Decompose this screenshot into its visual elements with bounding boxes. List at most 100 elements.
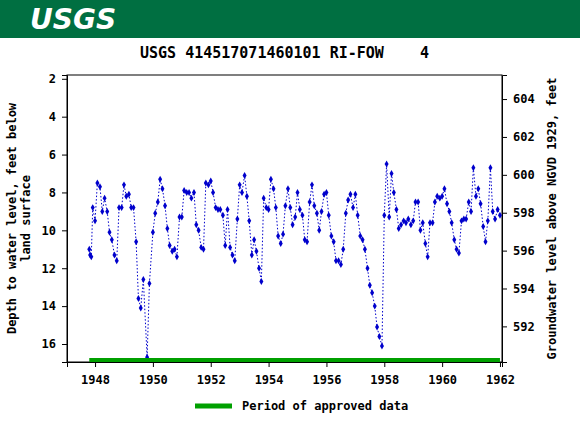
point <box>238 181 242 188</box>
approved-period <box>89 358 500 362</box>
point <box>457 250 461 257</box>
point <box>481 223 485 230</box>
tick-mark <box>502 175 507 176</box>
tick-label: 8 <box>49 186 56 200</box>
point <box>426 253 430 260</box>
point <box>151 229 155 236</box>
point <box>433 198 437 205</box>
tick: 1956 <box>312 362 341 387</box>
tick: 6 <box>49 148 67 162</box>
tick-label: 598 <box>513 206 535 220</box>
point <box>476 185 480 192</box>
tick-label: 1958 <box>370 373 399 387</box>
point <box>189 195 193 202</box>
point <box>486 217 490 224</box>
point <box>120 204 124 211</box>
point <box>496 206 500 213</box>
tick-mark <box>95 362 96 367</box>
tick: 1962 <box>486 362 515 387</box>
point <box>132 204 136 211</box>
tick: 14 <box>42 299 67 313</box>
point <box>127 191 131 198</box>
point <box>276 233 280 240</box>
point <box>192 189 196 196</box>
point <box>254 248 258 255</box>
point <box>247 217 251 224</box>
tick-label: 14 <box>42 299 56 313</box>
point <box>387 214 391 221</box>
tick-label: 1954 <box>255 373 284 387</box>
axis-line <box>503 76 508 363</box>
point <box>187 189 191 196</box>
tick-label: 1952 <box>197 373 226 387</box>
point <box>421 219 425 226</box>
tick: 1958 <box>370 362 399 387</box>
point <box>346 197 350 204</box>
tick: 1950 <box>139 362 168 387</box>
tick-label: 1960 <box>428 373 457 387</box>
point <box>348 191 352 198</box>
point <box>134 238 138 245</box>
tick-label: 4 <box>49 110 56 124</box>
tick-mark <box>62 192 67 193</box>
tick-mark <box>153 362 154 367</box>
tick-mark <box>502 251 507 252</box>
tick-mark <box>500 362 501 367</box>
point <box>368 282 372 289</box>
point <box>283 202 287 209</box>
point <box>353 191 357 198</box>
point <box>320 208 324 215</box>
y2-axis: 592594596598600602604 <box>502 76 535 363</box>
point <box>288 204 292 211</box>
point <box>332 238 336 245</box>
point <box>221 212 225 219</box>
point <box>233 257 237 264</box>
point <box>363 246 367 253</box>
point <box>418 227 422 234</box>
point <box>390 170 394 177</box>
point <box>491 208 495 215</box>
point <box>298 206 302 213</box>
point <box>356 212 360 219</box>
tick: 1948 <box>81 362 110 387</box>
point <box>180 214 184 221</box>
point <box>168 242 172 249</box>
point <box>136 295 140 302</box>
tick: 592 <box>502 320 535 334</box>
tick-mark <box>502 288 507 289</box>
legend-label: Period of approved data <box>242 399 408 413</box>
tick-label: 600 <box>513 168 535 182</box>
tick-label: 1950 <box>139 373 168 387</box>
tick-label: 594 <box>513 282 535 296</box>
series-line <box>89 164 500 357</box>
tick: 600 <box>502 168 535 182</box>
tick: 598 <box>502 206 535 220</box>
point <box>442 185 446 192</box>
point <box>269 176 273 183</box>
point <box>218 206 222 213</box>
y-axis-title: Depth to water level, feet belowland sur… <box>5 102 33 334</box>
tick-mark <box>442 362 443 367</box>
tick-label: 1948 <box>81 373 110 387</box>
point <box>315 210 319 217</box>
tick-mark <box>62 306 67 307</box>
point <box>257 265 261 272</box>
point <box>310 181 314 188</box>
point <box>317 227 321 234</box>
point <box>344 210 348 217</box>
tick-label: 596 <box>513 244 535 258</box>
point <box>262 195 266 202</box>
point <box>471 164 475 171</box>
point <box>259 278 263 285</box>
point <box>431 219 435 226</box>
tick-mark <box>62 268 67 269</box>
point <box>406 215 410 222</box>
point <box>194 221 198 228</box>
tick: 4 <box>49 110 67 124</box>
tick-mark <box>62 79 67 80</box>
point <box>91 204 95 211</box>
point <box>108 229 112 236</box>
point <box>308 198 312 205</box>
tick: 1960 <box>428 362 457 387</box>
point <box>98 183 102 190</box>
